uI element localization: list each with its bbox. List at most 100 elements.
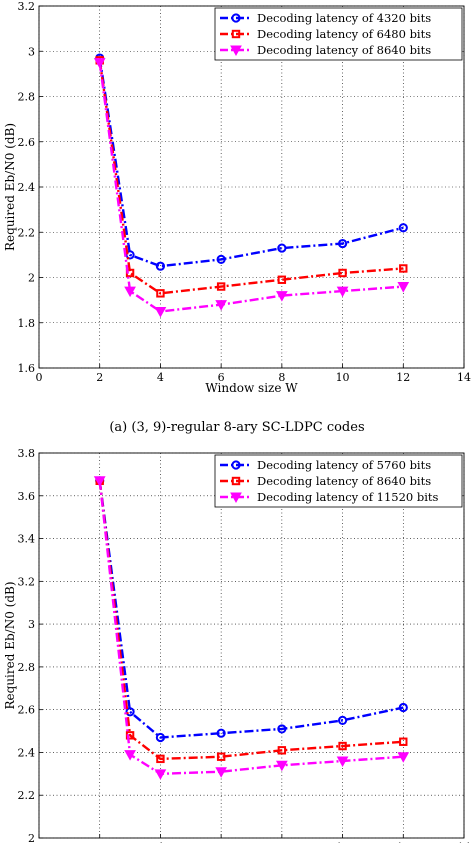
- y-tick-label: 3.2: [18, 575, 36, 588]
- data-point: [155, 261, 166, 271]
- legend-label: Decoding latency of 4320 bits: [257, 11, 431, 25]
- data-point: [399, 264, 408, 273]
- data-point: [277, 724, 287, 734]
- y-tick-label: 3.4: [18, 533, 36, 546]
- plot-frame: [38, 452, 465, 839]
- y-tick-label: 2.8: [18, 661, 36, 674]
- y-tick-label: 3.8: [18, 447, 36, 460]
- data-point: [155, 732, 166, 743]
- x-tick-label: 2: [96, 371, 103, 384]
- x-tick-label: 10: [336, 371, 350, 384]
- legend-item: Decoding latency of 8640 bits: [220, 43, 431, 57]
- y-tick-label: 2.4: [18, 746, 36, 759]
- legend-item: Decoding latency of 4320 bits: [220, 11, 431, 25]
- y-axis-label: Required Eb/N0 (dB): [3, 123, 17, 251]
- series-1: [95, 476, 408, 743]
- data-point: [231, 29, 241, 39]
- legend-label: Decoding latency of 8640 bits: [257, 43, 431, 57]
- data-point: [337, 238, 348, 249]
- data-point: [216, 752, 226, 761]
- legend-label: Decoding latency of 5760 bits: [257, 458, 431, 472]
- data-point: [125, 707, 135, 717]
- x-tick-label: 6: [218, 371, 225, 384]
- x-tick-label: 4: [157, 371, 164, 384]
- figure-caption: (a) (3, 9)-regular 8-ary SC-LDPC codes: [109, 420, 365, 435]
- x-tick-label: 8: [278, 371, 285, 384]
- data-point: [338, 268, 347, 278]
- data-point: [154, 769, 167, 780]
- x-tick-label: 6: [218, 841, 225, 843]
- series-3: [93, 58, 410, 318]
- data-point: [276, 760, 288, 772]
- plot-frame: [38, 5, 465, 369]
- x-tick-label: 0: [36, 841, 43, 843]
- legend-label: Decoding latency of 8640 bits: [257, 474, 431, 488]
- data-point: [399, 737, 408, 746]
- series-2: [95, 56, 408, 298]
- data-point: [215, 767, 227, 778]
- y-tick-label: 2: [28, 272, 35, 285]
- legend-label: Decoding latency of 6480 bits: [257, 27, 431, 41]
- data-point: [397, 752, 410, 763]
- y-tick-label: 3.2: [18, 0, 36, 13]
- series-line: [98, 480, 404, 739]
- chart-2: 0246810121422.22.42.62.833.23.43.63.8Win…: [3, 447, 471, 843]
- legend-item: Decoding latency of 8640 bits: [220, 474, 431, 488]
- y-tick-label: 1.6: [18, 362, 36, 375]
- y-axis-label: Required Eb/N0 (dB): [3, 581, 17, 709]
- data-point: [398, 702, 408, 713]
- data-point: [277, 746, 287, 755]
- data-point: [336, 756, 349, 768]
- x-tick-label: 12: [396, 371, 410, 384]
- series-line: [98, 57, 404, 268]
- series-line: [98, 60, 404, 295]
- data-point: [156, 289, 165, 298]
- y-tick-label: 2.2: [18, 226, 36, 239]
- data-point: [154, 306, 167, 318]
- y-tick-label: 3: [28, 45, 35, 58]
- data-point: [231, 13, 241, 23]
- legend: Decoding latency of 5760 bits Decoding la…: [214, 454, 463, 508]
- y-tick-label: 3.6: [18, 490, 36, 503]
- x-tick-label: 4: [157, 841, 164, 843]
- legend-box: [214, 454, 463, 508]
- y-tick-label: 2.8: [18, 91, 36, 104]
- data-point: [338, 741, 347, 751]
- y-tick-label: 2.6: [18, 704, 36, 717]
- y-tick-label: 3: [28, 618, 35, 631]
- data-point: [124, 286, 136, 298]
- x-tick-label: 10: [336, 841, 350, 843]
- series-line: [98, 480, 404, 761]
- x-tick-label: 14: [457, 841, 471, 843]
- data-point: [216, 728, 226, 738]
- x-tick-label: 8: [278, 841, 285, 843]
- y-tick-label: 2.2: [18, 789, 36, 802]
- data-point: [156, 754, 165, 764]
- data-point: [124, 750, 136, 761]
- data-point: [276, 291, 288, 302]
- x-tick-label: 12: [396, 841, 410, 843]
- chart-1: 0 2 4 6 8 10 12 14 1.6 1.8 2 2.2 2.4 2.6 2.8 3 3.2 Window…: [3, 0, 471, 395]
- data-point: [277, 243, 287, 253]
- series-3: [93, 476, 410, 780]
- y-tick-label: 2: [28, 832, 35, 843]
- series-2: [95, 476, 408, 764]
- x-axis-label: Window size W: [205, 381, 298, 395]
- data-point: [215, 300, 227, 311]
- data-point: [231, 460, 241, 470]
- x-tick-label: 0: [36, 371, 43, 384]
- y-tick-label: 2.4: [18, 181, 36, 194]
- data-point: [230, 492, 242, 504]
- legend-item: Decoding latency of 6480 bits: [220, 27, 431, 41]
- legend-box: [214, 7, 463, 61]
- legend-item: Decoding latency of 11520 bits: [220, 490, 439, 504]
- data-point: [230, 45, 242, 57]
- data-point: [231, 476, 241, 486]
- y-tick-label: 2.6: [18, 136, 36, 149]
- plot-area: [39, 453, 464, 838]
- x-tick-label: 14: [457, 371, 471, 384]
- data-point: [277, 275, 287, 284]
- data-point: [397, 282, 410, 293]
- legend-item: Decoding latency of 5760 bits: [220, 458, 431, 472]
